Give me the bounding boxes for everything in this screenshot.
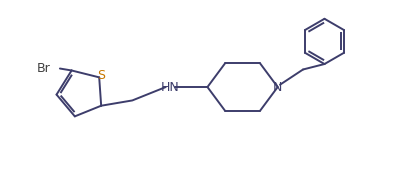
Text: N: N	[273, 81, 282, 94]
Text: S: S	[97, 69, 105, 82]
Text: HN: HN	[161, 81, 180, 94]
Text: Br: Br	[37, 62, 50, 75]
